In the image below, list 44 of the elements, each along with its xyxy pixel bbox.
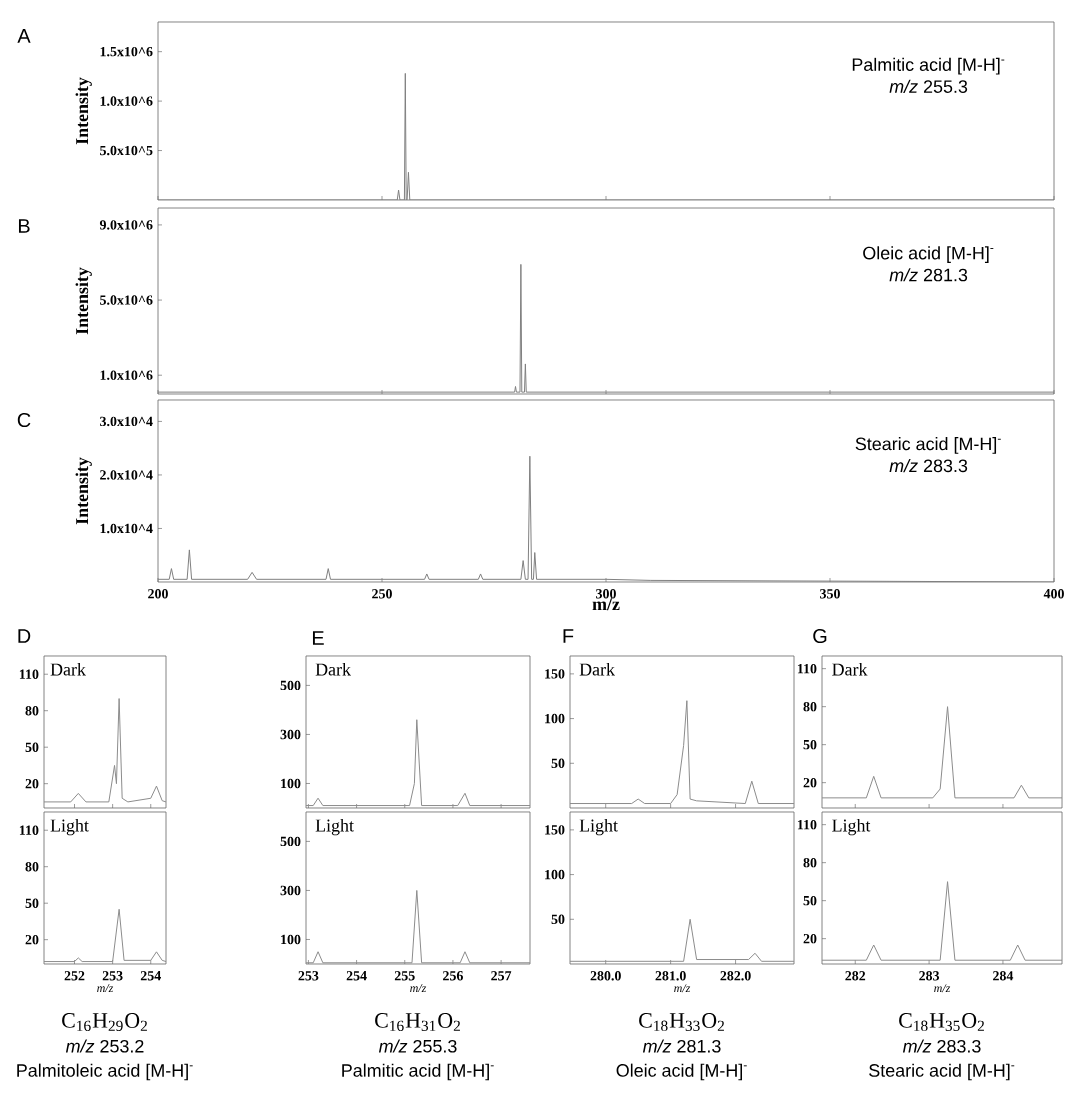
x-axis-title: m/z [592,598,620,611]
annotation: Light [579,818,618,836]
text: C$_{18}$H$_{33}$O$_{2}$ [639,1013,724,1031]
annotation: Palmitic acid [M-H]$^{-}$ [852,57,1005,75]
text: Oleic acid [M-H]$^{-}$ [616,1063,747,1081]
text: m/z 253.2 [65,1039,144,1053]
chart-title: F [563,629,574,643]
text: m/z 281.3 [642,1039,721,1053]
annotation: Oleic acid [M-H]$^{-}$ [863,246,994,263]
text: C$_{16}$H$_{29}$O$_{2}$ [62,1013,147,1031]
chart-title: B [18,219,30,233]
text: Palmitoleic acid [M-H]$^{-}$ [17,1063,193,1081]
line-series [570,918,795,962]
line-series [570,700,795,805]
annotation: Dark [315,662,351,676]
chart-title: A [17,29,31,43]
line-series [44,908,166,963]
line-series [44,698,166,803]
text: C [17,412,31,428]
y-axis-title: Intensity [75,77,92,145]
y-axis-title: Intensity [75,457,92,525]
annotation: Light [832,818,871,836]
chart-title: G [813,628,827,644]
chart-title: D [18,629,31,643]
line-series [822,706,1063,799]
annotation: Light [315,818,354,836]
chart-title: E [312,631,324,645]
annotation: Dark [832,662,868,676]
annotation: Dark [50,662,86,676]
text: C$_{18}$H$_{35}$O$_{2}$ [899,1013,984,1031]
text: m/z 283.3 [902,1039,981,1053]
text: m/z 255.3 [378,1039,457,1053]
annotation: Stearic acid [M-H]$^{-}$ [855,437,1001,454]
y-axis-title: Intensity [75,267,92,335]
annotation: m/z 283.3 [889,458,968,473]
line-series [306,719,530,807]
text: Palmitic acid [M-H]$^{-}$ [342,1063,494,1081]
text: Stearic acid [M-H]$^{-}$ [869,1063,1015,1081]
annotation: Dark [579,662,615,676]
annotation: m/z 281.3 [889,268,968,282]
annotation: m/z 255.3 [889,79,968,93]
text: C$_{16}$H$_{31}$O$_{2}$ [375,1013,460,1031]
line-series [158,455,1055,582]
annotation: Light [50,818,89,836]
